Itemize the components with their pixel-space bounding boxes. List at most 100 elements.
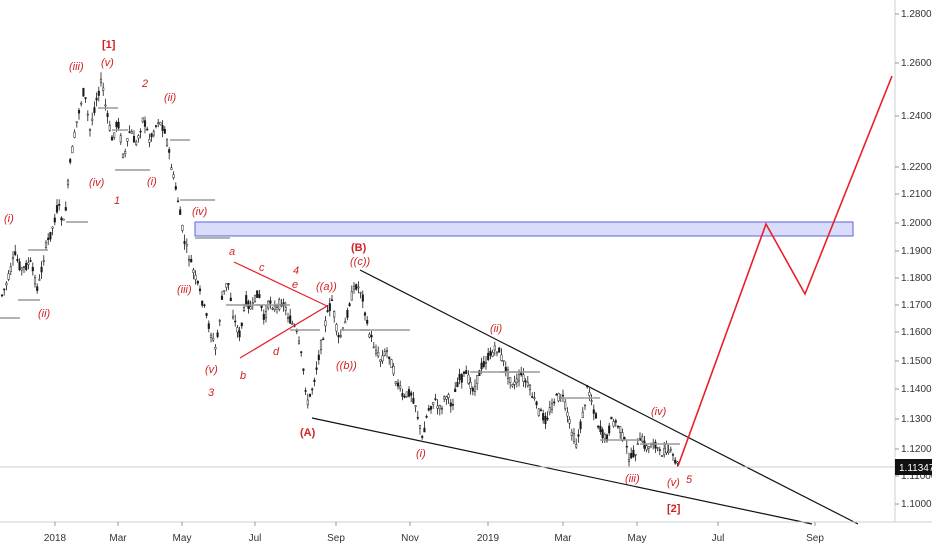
candle-body <box>410 392 413 396</box>
candle-body <box>185 244 188 247</box>
candle-body <box>157 122 160 124</box>
candle-body <box>20 267 23 271</box>
candle-body <box>399 385 402 389</box>
candle-body <box>476 375 479 384</box>
wave-label-i-a: (i) <box>147 176 157 188</box>
candle-body <box>5 282 8 286</box>
candle-body <box>326 310 329 313</box>
candle-body <box>575 444 578 448</box>
candle-body <box>605 434 609 442</box>
candle-body <box>491 352 494 357</box>
candle-body <box>425 415 428 418</box>
candle-body <box>273 305 276 311</box>
candle-body <box>16 259 19 261</box>
candle-body <box>663 448 666 456</box>
candle-body <box>269 300 272 304</box>
candle-body <box>236 327 239 333</box>
candle-body <box>115 121 118 128</box>
candle-body <box>216 332 219 337</box>
x-tick-label: Jul <box>249 533 262 544</box>
y-tick-label: 1.17000 <box>901 300 932 311</box>
candle-body <box>630 453 633 459</box>
candle-body <box>179 209 182 215</box>
candle-body <box>429 406 433 410</box>
candle-body <box>69 159 72 163</box>
wave-label-bb: ((b)) <box>336 360 357 372</box>
wave-label-iv-right: (iv) <box>651 406 667 418</box>
candle-body <box>344 321 347 324</box>
candle-body <box>218 320 221 322</box>
candle-body <box>414 405 417 407</box>
candle-body <box>641 436 644 442</box>
price-segments <box>0 107 680 445</box>
candle-body <box>0 294 4 297</box>
candle-body <box>80 102 83 105</box>
candle-body <box>121 153 125 158</box>
candle-body <box>368 333 371 338</box>
time-axis[interactable]: 2018 Mar May Jul Sep Nov 2019 Mar May Jul Sep <box>44 522 824 544</box>
candle-body <box>203 304 206 307</box>
candle-body <box>212 337 215 341</box>
candle-body <box>71 146 74 154</box>
candle-body <box>396 382 400 387</box>
y-tick-label: 1.13000 <box>901 414 932 425</box>
price-axis[interactable]: 1.28000 1.26000 1.24000 1.22000 1.21000 1.200… <box>895 9 932 510</box>
candle-body <box>108 125 111 131</box>
candle-body <box>82 88 85 97</box>
candle-body <box>566 411 569 417</box>
candle-body <box>568 419 571 424</box>
candle-body <box>335 324 338 332</box>
candle-body <box>517 374 521 382</box>
candle-body <box>196 280 199 284</box>
candle-body <box>616 425 620 428</box>
candle-body <box>469 382 472 389</box>
candle-body <box>484 362 488 364</box>
candle-body <box>412 398 415 404</box>
candle-body <box>106 113 109 117</box>
candle-body <box>537 408 540 417</box>
candle-body <box>91 118 94 121</box>
resistance-zone <box>194 221 854 237</box>
candle-body <box>511 384 514 387</box>
candle-body <box>557 393 560 402</box>
candle-body <box>388 356 391 360</box>
candle-body <box>482 361 485 367</box>
candle-body <box>132 136 136 143</box>
candle-body <box>379 359 382 362</box>
candle-body <box>183 241 186 244</box>
candle-body <box>84 97 87 99</box>
candle-body <box>548 407 551 413</box>
candle-body <box>401 393 404 397</box>
x-tick-label: Sep <box>327 533 345 544</box>
candle-body <box>394 381 397 384</box>
candle-body <box>313 379 316 382</box>
candle-body <box>231 316 235 319</box>
y-tick-label: 1.11000 <box>901 471 932 482</box>
candle-body <box>625 445 628 448</box>
candle-body <box>443 396 446 400</box>
candle-body <box>583 404 587 407</box>
wave-label-1-box: [1] <box>102 39 116 51</box>
candle-body <box>40 266 43 273</box>
candle-body <box>192 269 195 273</box>
candle-body <box>262 314 265 320</box>
candle-body <box>14 251 17 256</box>
x-tick-label: Sep <box>806 533 824 544</box>
candle-body <box>198 288 202 292</box>
candle-body <box>451 404 455 406</box>
candle-body <box>553 401 556 404</box>
candle-body <box>284 307 287 311</box>
wave-label-c: c <box>259 262 265 274</box>
candle-body <box>599 426 602 432</box>
candle-body <box>665 443 668 454</box>
x-tick-label: Mar <box>554 533 572 544</box>
candle-body <box>102 87 105 91</box>
candle-body <box>337 334 340 338</box>
candle-body <box>308 393 312 397</box>
candle-body <box>18 261 21 271</box>
candle-body <box>333 311 336 318</box>
candle-body <box>374 349 378 354</box>
candle-body <box>383 351 386 356</box>
